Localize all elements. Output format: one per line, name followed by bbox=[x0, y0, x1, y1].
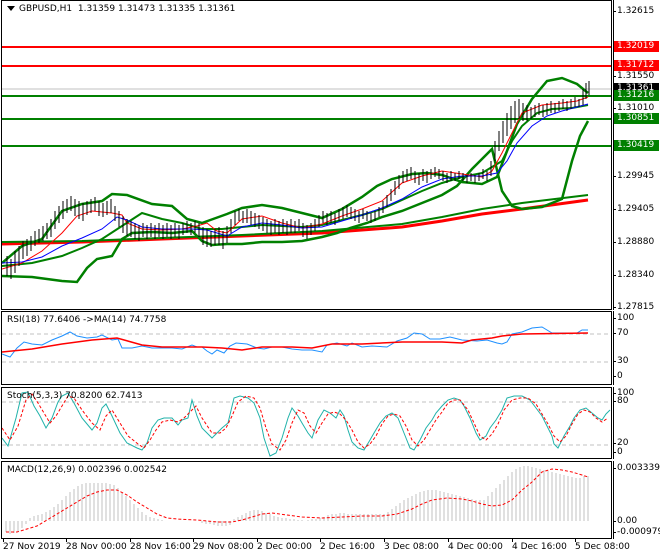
price-axis: 1.32615 1.32019 1.31712 1.31550 1.31361 … bbox=[612, 0, 660, 312]
price-chart-panel[interactable]: GBPUSD,H1 1.31359 1.31473 1.31335 1.3136… bbox=[1, 0, 612, 310]
time-label: 28 Nov 16:00 bbox=[130, 538, 191, 552]
time-label: 5 Dec 08:00 bbox=[575, 538, 630, 552]
rsi-plot bbox=[2, 326, 611, 363]
price-tick: 1.28880 bbox=[612, 237, 655, 247]
current-price-tag: 1.31361 bbox=[614, 83, 659, 94]
fast-ma-red bbox=[2, 96, 589, 270]
rsi-ma-line bbox=[2, 332, 589, 353]
slow-ma-blue bbox=[2, 103, 589, 264]
support-tag-1: 1.31216 bbox=[614, 90, 659, 101]
stoch-plot bbox=[2, 391, 611, 457]
rsi-tick: 30 bbox=[612, 356, 629, 366]
bollinger-upper bbox=[2, 76, 589, 264]
rsi-axis: 100 70 30 0 bbox=[612, 311, 660, 385]
time-label: 29 Nov 08:00 bbox=[193, 538, 254, 552]
price-tick: 1.29945 bbox=[612, 171, 655, 181]
rsi-tick: 100 bbox=[612, 313, 635, 323]
time-label: 2 Dec 16:00 bbox=[320, 538, 375, 552]
macd-tick: 0.00 bbox=[612, 516, 638, 526]
rsi-line bbox=[2, 326, 588, 358]
price-tick: 1.28340 bbox=[612, 270, 655, 280]
ohlc-values: 1.31359 1.31473 1.31335 1.31361 bbox=[77, 4, 236, 14]
price-tick: 1.31550 bbox=[612, 71, 655, 81]
macd-histogram bbox=[5, 466, 589, 534]
rsi-tick: 0 bbox=[613, 371, 623, 381]
time-label: 27 Nov 2019 bbox=[3, 538, 61, 552]
time-label: 2 Dec 00:00 bbox=[257, 538, 312, 552]
rsi-panel[interactable]: RSI(18) 77.6406 ->MA(14) 74.7758 bbox=[1, 311, 612, 385]
resistance-tag-1: 1.32019 bbox=[614, 41, 659, 52]
time-axis: 27 Nov 2019 28 Nov 00:00 28 Nov 16:00 29… bbox=[0, 538, 660, 560]
price-tick: 1.27815 bbox=[612, 302, 655, 312]
stoch-title: Stoch(5,3,3) 70.8200 62.7413 bbox=[7, 391, 143, 401]
macd-tick: -0.000979 bbox=[612, 527, 660, 538]
time-label: 28 Nov 00:00 bbox=[66, 538, 127, 552]
stoch-signal-line bbox=[2, 393, 609, 451]
resistance-tag-2: 1.31712 bbox=[614, 60, 659, 71]
time-label: 4 Dec 00:00 bbox=[448, 538, 503, 552]
stoch-axis: 100 80 20 0 bbox=[612, 387, 660, 459]
stoch-tick: 0 bbox=[613, 447, 623, 457]
rsi-tick: 70 bbox=[612, 328, 629, 338]
macd-signal-line bbox=[6, 468, 589, 533]
stoch-main-line bbox=[2, 391, 611, 457]
symbol-label: GBPUSD,H1 bbox=[19, 4, 73, 14]
stoch-tick: 100 bbox=[612, 388, 635, 398]
price-tick: 1.31010 bbox=[612, 103, 655, 113]
macd-panel[interactable]: MACD(12,26,9) 0.002396 0.002542 bbox=[1, 461, 612, 539]
macd-plot bbox=[5, 466, 589, 534]
chart-title: GBPUSD,H1 1.31359 1.31473 1.31335 1.3136… bbox=[7, 4, 235, 14]
support-tag-2: 1.30851 bbox=[614, 113, 659, 124]
support-tag-3: 1.30419 bbox=[614, 140, 659, 151]
price-plot bbox=[2, 46, 611, 284]
macd-axis: 0.003339 0.00 -0.000979 bbox=[612, 461, 660, 539]
triangle-down-icon[interactable] bbox=[7, 6, 15, 11]
price-tick: 1.32615 bbox=[612, 6, 655, 16]
price-tick: 1.29405 bbox=[612, 204, 655, 214]
candlesticks bbox=[6, 81, 590, 279]
time-label: 3 Dec 08:00 bbox=[384, 538, 439, 552]
stoch-tick: 80 bbox=[612, 396, 629, 406]
stoch-tick: 20 bbox=[612, 438, 629, 448]
macd-title: MACD(12,26,9) 0.002396 0.002542 bbox=[7, 465, 167, 475]
time-label: 4 Dec 16:00 bbox=[512, 538, 567, 552]
bollinger-middle bbox=[2, 104, 589, 267]
rsi-title: RSI(18) 77.6406 ->MA(14) 74.7758 bbox=[7, 315, 167, 325]
stochastic-panel[interactable]: Stoch(5,3,3) 70.8200 62.7413 bbox=[1, 387, 612, 459]
bollinger-lower bbox=[2, 120, 590, 284]
macd-tick: 0.003339 bbox=[613, 463, 660, 473]
